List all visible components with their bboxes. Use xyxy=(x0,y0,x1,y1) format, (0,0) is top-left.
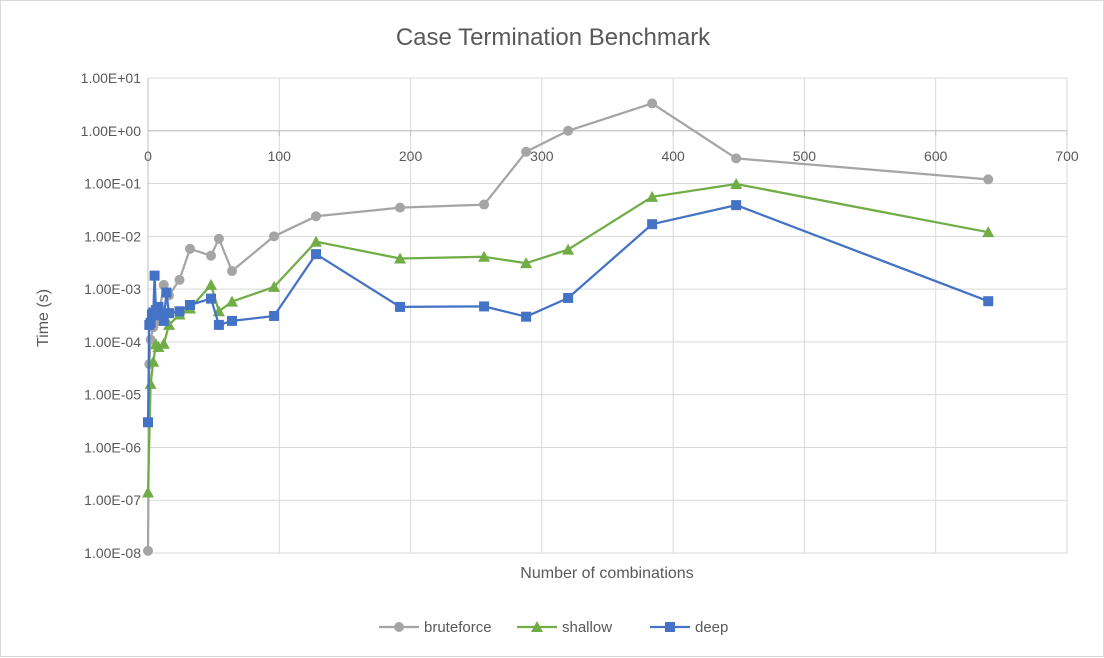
y-tick-label: 1.00E-06 xyxy=(84,439,141,455)
data-point-bruteforce xyxy=(395,202,406,213)
y-tick-label: 1.00E-07 xyxy=(84,492,141,508)
data-point-bruteforce xyxy=(479,199,490,210)
data-point-bruteforce xyxy=(647,98,658,109)
data-point-shallow xyxy=(157,337,170,349)
data-point-shallow xyxy=(144,377,157,389)
data-point-deep xyxy=(149,270,160,281)
legend-marker xyxy=(394,622,404,632)
data-point-deep xyxy=(161,287,172,298)
x-tick-label: 500 xyxy=(793,148,817,164)
data-point-deep xyxy=(213,319,224,330)
data-point-deep xyxy=(269,310,280,321)
data-point-bruteforce xyxy=(185,243,196,254)
data-point-deep xyxy=(521,311,532,322)
data-point-bruteforce xyxy=(563,125,574,136)
data-point-deep xyxy=(563,292,574,303)
x-tick-label: 100 xyxy=(268,148,292,164)
data-point-deep xyxy=(731,200,742,211)
data-point-shallow xyxy=(147,355,160,367)
data-point-shallow xyxy=(982,226,995,238)
data-point-shallow xyxy=(163,318,176,330)
y-tick-label: 1.00E-02 xyxy=(84,228,141,244)
data-point-bruteforce xyxy=(983,174,994,185)
data-point-shallow xyxy=(226,295,239,307)
series-line-shallow xyxy=(146,182,989,493)
y-tick-label: 1.00E+00 xyxy=(81,123,142,139)
y-tick-label: 1.00E-04 xyxy=(84,334,141,350)
data-point-shallow xyxy=(646,190,659,202)
plot-area xyxy=(142,98,995,556)
data-point-deep xyxy=(153,301,164,312)
data-point-shallow xyxy=(394,252,407,264)
series-shallow xyxy=(142,178,995,498)
y-tick-label: 1.00E-05 xyxy=(84,387,141,403)
data-point-bruteforce xyxy=(311,211,322,222)
data-point-deep xyxy=(647,219,658,230)
data-point-bruteforce xyxy=(521,146,532,157)
x-tick-label: 400 xyxy=(661,148,685,164)
data-point-deep xyxy=(227,315,238,326)
data-point-shallow xyxy=(152,341,165,353)
data-point-shallow xyxy=(520,257,533,269)
x-tick-label: 700 xyxy=(1055,148,1079,164)
data-point-bruteforce xyxy=(174,274,185,285)
data-point-deep xyxy=(143,417,153,428)
legend-label: shallow xyxy=(562,619,612,636)
data-point-shallow xyxy=(310,235,323,247)
series-line-bruteforce xyxy=(146,102,989,551)
data-point-deep xyxy=(311,249,322,260)
data-point-bruteforce xyxy=(206,250,217,261)
y-tick-label: 1.00E-08 xyxy=(84,545,141,561)
data-point-bruteforce xyxy=(158,279,169,290)
legend-item-bruteforce: bruteforce xyxy=(379,619,492,636)
data-point-deep xyxy=(174,306,185,317)
data-point-shallow xyxy=(478,250,491,262)
y-tick-label: 1.00E-01 xyxy=(84,176,141,192)
legend-label: deep xyxy=(695,619,728,636)
data-point-deep xyxy=(206,293,217,304)
legend-marker xyxy=(665,622,675,632)
legend-label: bruteforce xyxy=(424,619,492,636)
x-tick-label: 600 xyxy=(924,148,948,164)
data-point-shallow xyxy=(268,280,281,292)
legend-marker xyxy=(531,621,543,632)
series-bruteforce xyxy=(143,98,994,556)
data-point-shallow xyxy=(205,278,218,290)
x-tick-label: 200 xyxy=(399,148,423,164)
data-point-bruteforce xyxy=(269,231,280,242)
legend-item-shallow: shallow xyxy=(517,619,612,636)
data-point-deep xyxy=(479,301,490,312)
legend-item-deep: deep xyxy=(650,619,728,636)
data-point-deep xyxy=(164,308,175,319)
data-point-shallow xyxy=(562,243,575,255)
data-point-deep xyxy=(158,315,169,326)
data-point-shallow xyxy=(730,178,743,190)
y-axis-title: Time (s) xyxy=(35,289,52,347)
data-point-bruteforce xyxy=(143,545,153,556)
x-tick-label: 300 xyxy=(530,148,554,164)
data-point-deep xyxy=(156,310,167,321)
y-tick-label: 1.00E-03 xyxy=(84,281,141,297)
x-tick-label: 0 xyxy=(144,148,152,164)
legend: bruteforce shallow deep xyxy=(379,619,728,636)
data-point-deep xyxy=(185,299,196,310)
y-tick-label: 1.00E+01 xyxy=(81,70,142,86)
x-axis-title: Number of combinations xyxy=(520,565,693,582)
data-point-deep xyxy=(395,301,406,312)
chart-title: Case Termination Benchmark xyxy=(396,24,711,51)
axes: 1.00E-08 1.00E-07 1.00E-06 1.00E-05 1.00E-04… xyxy=(81,70,1079,561)
data-point-bruteforce xyxy=(213,233,224,244)
series-deep xyxy=(143,200,994,428)
data-point-deep xyxy=(983,296,994,307)
data-point-bruteforce xyxy=(227,266,238,277)
data-point-bruteforce xyxy=(731,153,742,164)
data-point-shallow xyxy=(142,486,154,498)
data-point-deep xyxy=(145,317,156,328)
